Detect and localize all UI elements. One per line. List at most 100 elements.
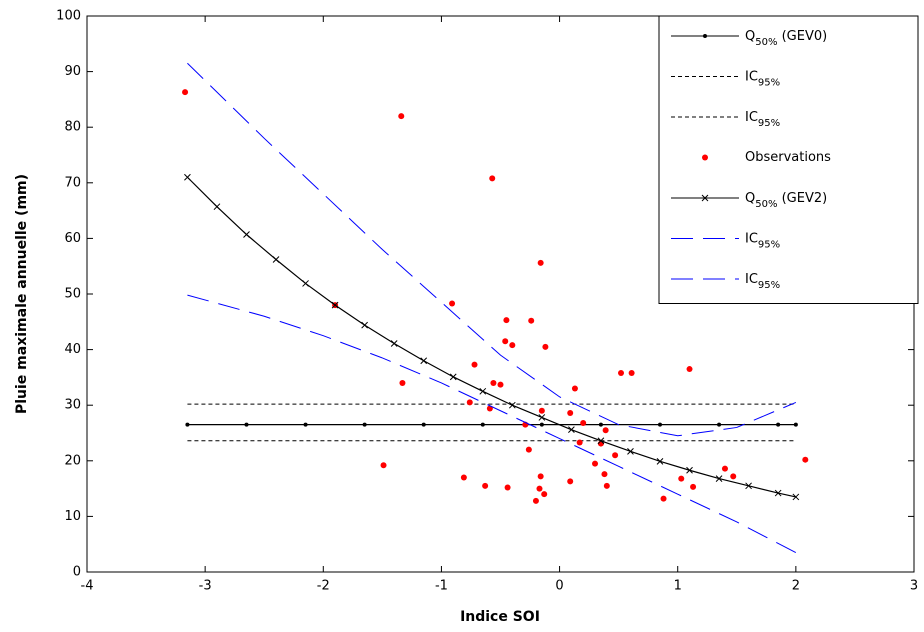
marker xyxy=(776,422,781,427)
marker xyxy=(657,422,662,427)
marker xyxy=(362,422,367,427)
data-point xyxy=(721,465,728,472)
data-point xyxy=(497,381,504,388)
legend-marker xyxy=(702,154,708,161)
legend-marker xyxy=(703,34,707,38)
marker xyxy=(568,426,575,434)
legend-label: Q50% (GEV2) xyxy=(745,191,827,211)
data-point xyxy=(398,113,405,120)
x-tick-label: 0 xyxy=(555,579,563,594)
marker xyxy=(538,414,546,421)
data-point xyxy=(380,462,387,469)
data-point xyxy=(602,427,609,434)
marker xyxy=(598,422,603,427)
x-axis-label: Indice SOI xyxy=(460,609,540,625)
legend-box xyxy=(658,15,919,304)
y-tick-label: 40 xyxy=(64,342,81,357)
series-line xyxy=(186,176,796,498)
data-point xyxy=(466,399,473,406)
marker xyxy=(627,447,634,455)
marker xyxy=(686,466,693,474)
marker xyxy=(597,437,605,445)
marker xyxy=(717,422,722,427)
y-tick-label: 90 xyxy=(64,64,81,79)
marker xyxy=(185,422,190,427)
legend-label: IC95% xyxy=(745,231,780,251)
legend-label: IC95% xyxy=(745,69,780,89)
marker xyxy=(184,173,191,181)
marker xyxy=(421,422,426,427)
x-tick-label: -2 xyxy=(317,579,330,594)
marker xyxy=(656,458,664,465)
x-tick-label: 2 xyxy=(792,579,800,594)
data-point xyxy=(460,474,467,481)
x-tick-label: -4 xyxy=(81,579,94,594)
data-point xyxy=(536,485,543,492)
marker xyxy=(244,422,249,427)
legend-label: IC95% xyxy=(745,272,780,292)
data-point xyxy=(504,484,511,491)
data-point xyxy=(580,419,587,426)
data-point xyxy=(678,475,685,482)
y-tick-label: 30 xyxy=(64,398,81,413)
y-tick-label: 20 xyxy=(64,453,81,468)
data-point xyxy=(802,456,809,463)
data-point xyxy=(567,409,574,416)
marker xyxy=(272,256,280,263)
marker xyxy=(715,475,723,482)
marker xyxy=(480,422,485,427)
marker xyxy=(213,203,221,211)
marker xyxy=(793,422,798,427)
marker xyxy=(303,422,308,427)
data-point xyxy=(528,317,535,324)
data-point xyxy=(628,369,635,376)
data-point xyxy=(509,342,516,349)
marker xyxy=(449,373,457,381)
marker xyxy=(361,321,368,329)
data-point xyxy=(690,483,697,490)
data-point xyxy=(489,175,496,182)
data-point xyxy=(486,405,493,412)
marker xyxy=(390,340,398,347)
y-tick-label: 100 xyxy=(56,9,81,24)
data-point xyxy=(660,495,667,502)
data-point xyxy=(730,473,737,480)
data-point xyxy=(603,482,610,489)
series-line xyxy=(187,62,797,437)
series-line xyxy=(187,294,797,553)
data-point xyxy=(618,369,625,376)
data-point xyxy=(471,361,478,368)
data-point xyxy=(449,300,456,307)
x-tick-label: 1 xyxy=(674,579,682,594)
y-tick-label: 60 xyxy=(64,231,81,246)
y-tick-label: 80 xyxy=(64,120,81,135)
legend-label: Q50% (GEV0) xyxy=(745,29,827,49)
marker xyxy=(539,422,544,427)
data-point xyxy=(502,338,509,345)
data-point xyxy=(576,439,583,446)
x-tick-label: 3 xyxy=(910,579,918,594)
data-point xyxy=(601,471,608,478)
legend-label: IC95% xyxy=(745,110,780,130)
data-point xyxy=(490,379,497,386)
data-point xyxy=(592,460,599,467)
y-tick-label: 50 xyxy=(64,287,81,302)
legend-marker xyxy=(701,194,709,202)
y-tick-label: 10 xyxy=(64,509,81,524)
data-point xyxy=(567,478,574,485)
data-point xyxy=(571,385,578,392)
marker xyxy=(243,231,250,238)
data-point xyxy=(612,452,619,459)
data-point xyxy=(182,89,189,96)
data-point xyxy=(541,491,548,498)
marker xyxy=(774,489,782,497)
marker xyxy=(745,482,752,490)
marker xyxy=(331,301,339,309)
data-point xyxy=(503,317,510,324)
data-point xyxy=(399,379,406,386)
marker xyxy=(479,387,487,395)
y-tick-label: 70 xyxy=(64,175,81,190)
data-point xyxy=(538,407,545,414)
marker xyxy=(508,401,516,409)
